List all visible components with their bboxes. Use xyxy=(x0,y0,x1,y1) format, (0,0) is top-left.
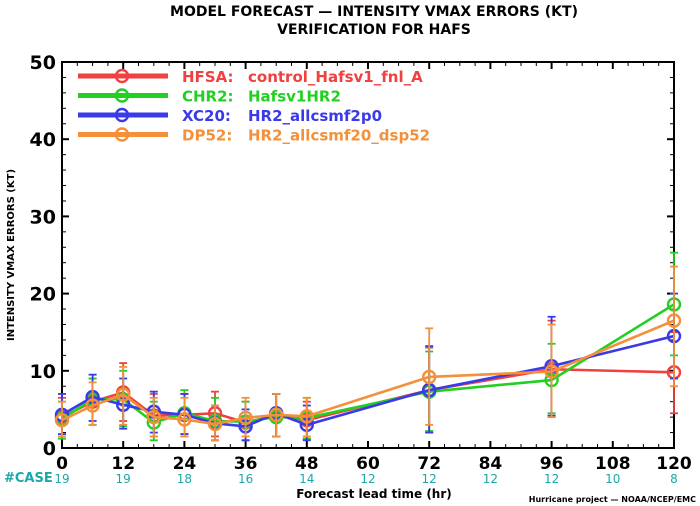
x-tick-label: 120 xyxy=(656,454,692,474)
data-point xyxy=(269,407,284,423)
legend-name: XC20: xyxy=(182,107,231,125)
chart-title-line1: MODEL FORECAST — INTENSITY VMAX ERRORS (… xyxy=(170,4,578,20)
case-count: 16 xyxy=(238,472,253,486)
credit-text: Hurricane project — NOAA/NCEP/EMC xyxy=(529,495,696,504)
case-count: 12 xyxy=(422,472,437,486)
legend-entry: HFSA: control_Hafsv1_fnl_A xyxy=(78,68,423,86)
y-tick-label: 30 xyxy=(30,206,56,228)
x-tick-label: 108 xyxy=(595,454,631,474)
data-point xyxy=(299,409,314,424)
x-tick-label: 60 xyxy=(356,454,380,474)
y-tick-label: 20 xyxy=(30,284,56,306)
legend-entry: DP52: HR2_allcsmf20_dsp52 xyxy=(78,127,430,145)
data-point xyxy=(207,416,223,432)
case-count: 8 xyxy=(670,472,678,486)
legend-name: CHR2: xyxy=(182,88,234,106)
legend-entry: XC20: HR2_allcsmf2p0 xyxy=(78,107,382,125)
data-point xyxy=(146,409,162,425)
x-tick-label: 12 xyxy=(111,454,135,474)
series-dp52 xyxy=(54,265,682,442)
x-tick-label: 36 xyxy=(234,454,258,474)
data-point xyxy=(177,412,192,427)
chart-title-line2: VERIFICATION FOR HAFS xyxy=(277,22,471,38)
y-tick-label: 10 xyxy=(30,361,56,383)
case-count: 19 xyxy=(116,472,131,486)
legend-swatch-marker xyxy=(114,127,130,142)
legend-entry: CHR2: Hafsv1HR2 xyxy=(78,88,341,106)
legend-desc: HR2_allcsmf20_dsp52 xyxy=(248,127,430,145)
x-tick-label: 84 xyxy=(479,454,503,474)
case-count: 12 xyxy=(544,472,559,486)
y-tick-label: 0 xyxy=(43,438,56,460)
legend-swatch-marker xyxy=(114,88,130,103)
case-count: 12 xyxy=(483,472,498,486)
legend-swatch-marker xyxy=(114,68,130,84)
x-tick-label: 48 xyxy=(295,454,319,474)
y-tick-label: 40 xyxy=(30,129,56,151)
case-count: 19 xyxy=(54,472,69,486)
legend-name: HFSA: xyxy=(182,68,234,86)
legend-name: DP52: xyxy=(182,127,232,145)
x-tick-label: 96 xyxy=(540,454,564,474)
data-point xyxy=(422,369,437,385)
x-tick-label: 24 xyxy=(173,454,197,474)
case-count: 14 xyxy=(299,472,314,486)
data-point xyxy=(666,313,682,328)
x-tick-label: 0 xyxy=(56,454,68,474)
case-count: 18 xyxy=(177,472,192,486)
data-point xyxy=(544,364,559,379)
x-tick-label: 72 xyxy=(417,454,441,474)
case-label: #CASE xyxy=(4,471,53,486)
x-axis-label: Forecast lead time (hr) xyxy=(296,487,452,501)
data-point xyxy=(115,387,131,402)
data-point xyxy=(238,410,253,426)
y-axis-label: INTENSITY VMAX ERRORS (KT) xyxy=(6,169,17,341)
case-count: 10 xyxy=(605,472,620,486)
legend-desc: HR2_allcsmf2p0 xyxy=(248,107,382,125)
legend-desc: Hafsv1HR2 xyxy=(248,88,341,106)
legend-desc: control_Hafsv1_fnl_A xyxy=(248,68,423,86)
legend-swatch-marker xyxy=(114,107,130,123)
data-point xyxy=(85,398,100,413)
data-point xyxy=(54,413,70,428)
y-tick-label: 50 xyxy=(30,52,56,74)
case-count: 12 xyxy=(360,472,375,486)
